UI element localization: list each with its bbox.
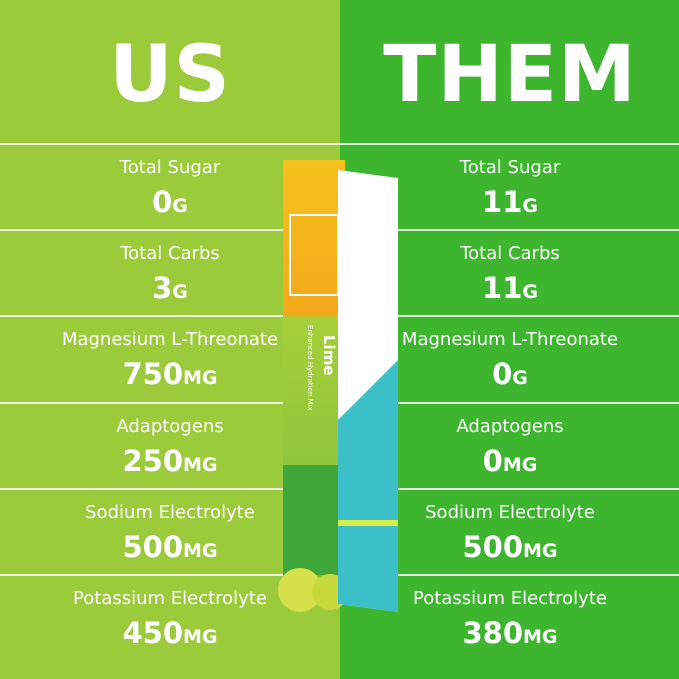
nutrient-value: 500MG: [0, 530, 340, 564]
nutrient-value: 11G: [340, 271, 679, 305]
nutrient-label: Adaptogens: [456, 415, 564, 437]
packet-band: [283, 465, 345, 575]
amount: 750: [122, 357, 184, 392]
unit: MG: [523, 626, 558, 648]
packet-back-color: [338, 360, 398, 612]
amount: 450: [122, 616, 184, 650]
amount: 0: [482, 443, 503, 478]
unit: MG: [183, 367, 218, 390]
amount: 0: [152, 185, 173, 219]
nutrient-value: 380MG: [340, 616, 679, 650]
nutrient-value: 450MG: [0, 616, 340, 650]
nutrient-label: Total Carbs: [120, 243, 220, 265]
nutrient-label: Sodium Electrolyte: [85, 501, 255, 523]
nutrient-label: Sodium Electrolyte: [425, 501, 595, 523]
nutrient-value: 0G: [340, 357, 679, 391]
lime-slice: [278, 568, 322, 612]
unit: G: [522, 195, 538, 217]
amount: 11: [482, 185, 523, 219]
nutrient-value: 250MG: [0, 444, 340, 478]
nutrient-label: Total Carbs: [460, 243, 560, 265]
nutrient-label: Total Sugar: [459, 157, 561, 178]
nutrient-label: Magnesium L-Threonate: [61, 329, 279, 351]
unit: G: [512, 367, 528, 390]
unit: MG: [183, 453, 218, 476]
amount: 500: [462, 529, 524, 564]
amount: 380: [462, 616, 524, 650]
unit: G: [172, 195, 188, 217]
nutrient-label: Adaptogens: [116, 415, 224, 437]
nutrient-value: 750MG: [0, 357, 340, 391]
them-title: THEM: [383, 30, 637, 120]
unit: G: [172, 281, 188, 304]
nutrient-value: 11G: [340, 185, 679, 219]
amount: 11: [482, 271, 523, 306]
nutrient-label: Potassium Electrolyte: [413, 588, 607, 609]
nutrient-label: Potassium Electrolyte: [73, 588, 267, 609]
unit: MG: [183, 626, 218, 648]
unit: MG: [183, 539, 218, 562]
nutrient-value: 0MG: [340, 444, 679, 478]
unit: MG: [502, 453, 538, 476]
packet-stripe: [338, 520, 398, 526]
us-title: US: [109, 30, 231, 120]
row-divider: [0, 143, 679, 145]
unit: G: [522, 281, 538, 304]
nutrient-value: 500MG: [340, 530, 679, 564]
amount: 3: [152, 271, 173, 306]
nutrient-value: 3G: [0, 271, 340, 305]
packet-subtitle: Enhanced Hydration Mix: [306, 325, 314, 411]
nutrient-label: Magnesium L-Threonate: [401, 329, 619, 351]
amount: 0: [492, 357, 513, 392]
unit: MG: [523, 539, 558, 562]
amount: 500: [122, 529, 184, 564]
nutrient-value: 0G: [0, 185, 340, 219]
amount: 250: [122, 443, 184, 478]
nutrient-label: Total Sugar: [119, 157, 221, 178]
packet-flavor: Lime: [320, 335, 338, 376]
